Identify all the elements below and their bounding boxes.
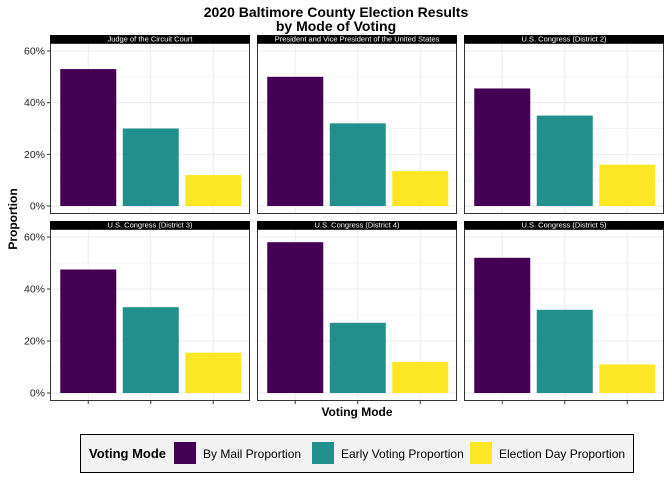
bar-election-day-proportion [392, 171, 449, 206]
panel-border [257, 43, 457, 214]
bar-by-mail-proportion [60, 269, 117, 393]
bar-early-voting-proportion [329, 322, 386, 393]
bar-by-mail-proportion [474, 257, 531, 393]
x-axis-title: Voting Mode [321, 405, 392, 419]
panel-border [257, 229, 457, 401]
y-tick-label: 40% [24, 97, 45, 109]
facet-panel: Judge of the Circuit Court 0% 20% 40% 60% [24, 35, 250, 214]
legend-key [174, 442, 196, 464]
panel-border [50, 43, 250, 214]
y-tick-label: 0% [30, 388, 45, 400]
legend-box [80, 434, 634, 473]
panel-border [464, 43, 664, 214]
facet-strip [50, 35, 250, 43]
panel-border [50, 229, 250, 401]
y-tick-label: 20% [24, 336, 45, 348]
chart-title-line2: by Mode of Voting [276, 18, 396, 34]
y-tick-label: 0% [30, 201, 45, 213]
panel-border [464, 229, 664, 401]
facet-strip-label: U.S. Congress (District 3) [107, 221, 193, 230]
facet-panel: U.S. Congress (District 2) [464, 35, 664, 214]
y-tick-label: 40% [24, 284, 45, 296]
legend-label: Early Voting Proportion [341, 447, 464, 461]
facet-strip-label: U.S. Congress (District 5) [521, 221, 607, 230]
bar-election-day-proportion [392, 361, 449, 393]
bar-election-day-proportion [185, 175, 242, 206]
bar-by-mail-proportion [60, 69, 117, 206]
facet-panel: U.S. Congress (District 5) [464, 221, 664, 404]
bar-election-day-proportion [599, 364, 656, 393]
legend-key [312, 442, 334, 464]
facet-strip-label: President and Vice President of the Unit… [275, 35, 440, 44]
facet-strip [50, 221, 250, 229]
bar-early-voting-proportion [122, 128, 179, 206]
facet-panel: President and Vice President of the Unit… [257, 35, 457, 214]
bar-by-mail-proportion [474, 88, 531, 206]
bar-early-voting-proportion [329, 123, 386, 206]
y-tick-label: 60% [24, 46, 45, 58]
chart-title-line1: 2020 Baltimore County Election Results [204, 4, 469, 20]
bar-election-day-proportion [185, 352, 242, 393]
legend-title: Voting Mode [89, 446, 166, 461]
facet-panel: U.S. Congress (District 3) 0% 20% 40% 60% [24, 221, 250, 404]
facet-strip [257, 221, 457, 229]
y-tick-label: 20% [24, 149, 45, 161]
bar-by-mail-proportion [267, 242, 324, 393]
bar-early-voting-proportion [122, 307, 179, 393]
legend-key [470, 442, 492, 464]
facet-strip [257, 35, 457, 43]
y-tick-label: 60% [24, 232, 45, 244]
facet-strip [464, 35, 664, 43]
facet-strip-label: U.S. Congress (District 4) [314, 221, 400, 230]
bar-by-mail-proportion [267, 76, 324, 206]
bar-election-day-proportion [599, 164, 656, 206]
legend: Voting Mode By Mail Proportion Early Votin… [80, 434, 634, 473]
legend-label: Election Day Proportion [499, 447, 625, 461]
facet-panels: Judge of the Circuit Court 0% 20% 40% 60% Pre… [24, 35, 664, 404]
facet-panel: U.S. Congress (District 4) [257, 221, 457, 404]
facet-strip-label: Judge of the Circuit Court [107, 35, 193, 44]
facet-strip [464, 221, 664, 229]
bar-early-voting-proportion [536, 309, 593, 393]
bar-early-voting-proportion [536, 115, 593, 206]
y-axis-title: Proportion [6, 188, 20, 249]
facet-strip-label: U.S. Congress (District 2) [521, 35, 607, 44]
legend-label: By Mail Proportion [203, 447, 301, 461]
